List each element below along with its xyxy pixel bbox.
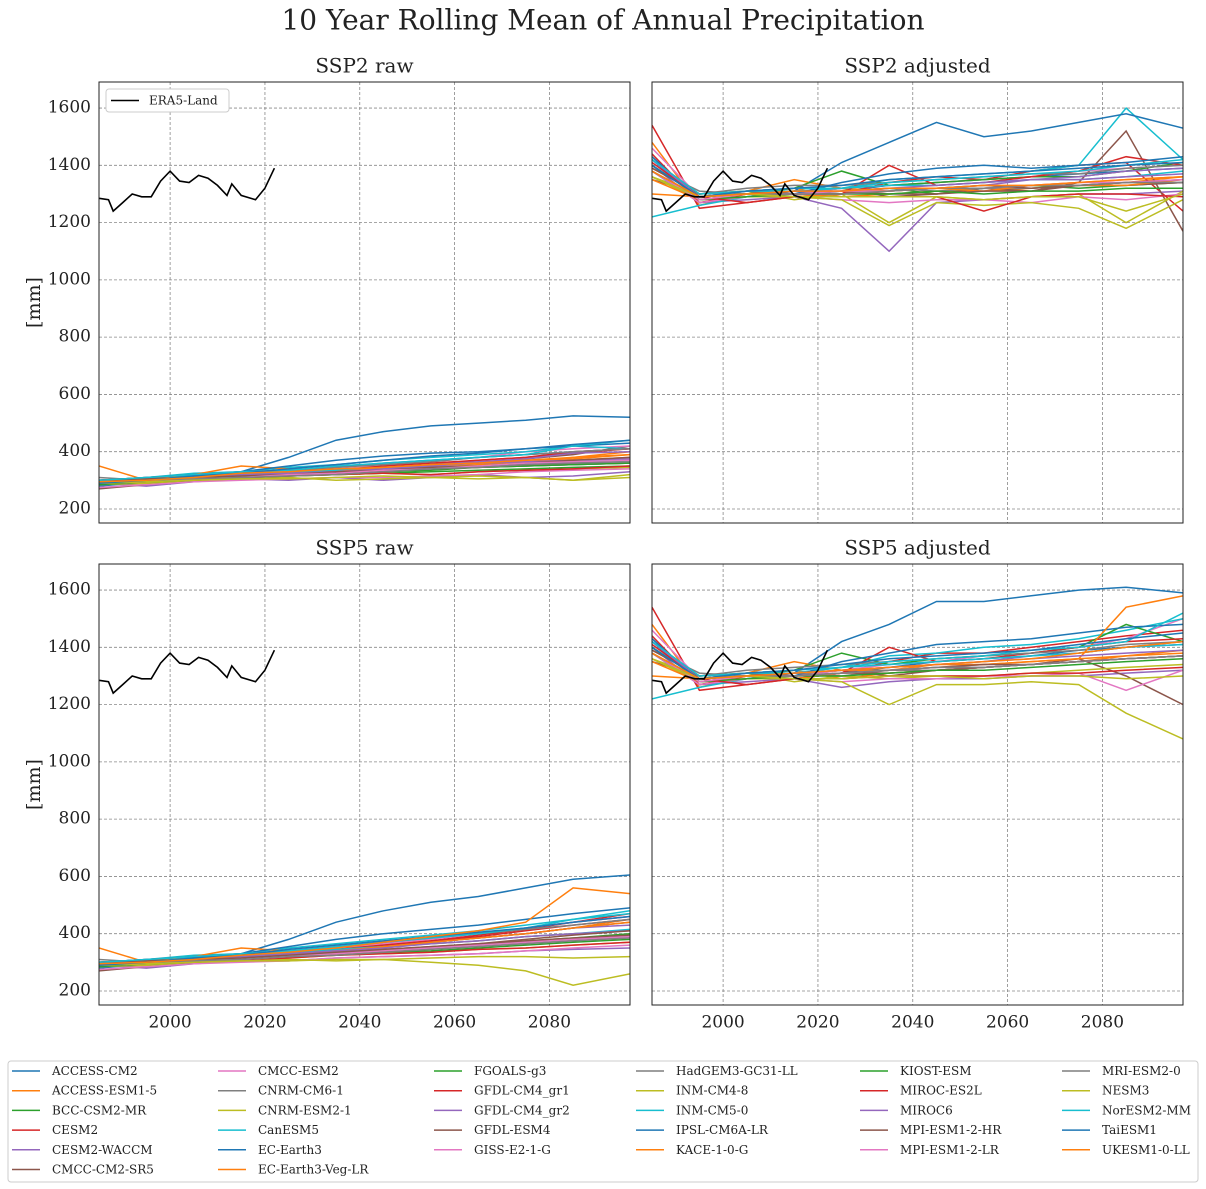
- x-tick-label: 2080: [1081, 1013, 1124, 1033]
- model-line: [99, 453, 630, 483]
- model-line: [99, 473, 630, 484]
- series-group: [99, 167, 630, 490]
- model-line: [99, 915, 630, 966]
- legend-label: ACCESS-ESM1-5: [51, 1084, 157, 1098]
- legend-box: [7, 1060, 1199, 1183]
- reference-line: [652, 649, 829, 695]
- series-group: [652, 107, 1183, 253]
- x-tick-label: 2020: [796, 1013, 839, 1033]
- y-tick-label: 1600: [48, 580, 91, 600]
- panel-title: SSP5 raw: [315, 536, 413, 560]
- model-line: [99, 439, 630, 484]
- y-tick-label: 1400: [48, 637, 91, 657]
- model-line: [99, 460, 630, 483]
- model-line: [652, 170, 1183, 198]
- legend-label: TaiESM1: [1102, 1123, 1157, 1137]
- model-line: [99, 958, 630, 986]
- model-line: [99, 937, 630, 965]
- legend-label: NESM3: [1102, 1084, 1149, 1098]
- reference-line: [99, 649, 276, 695]
- x-tick-label: 2000: [148, 1013, 191, 1033]
- y-axis-label: [mm]: [23, 759, 45, 810]
- y-tick-label: 1000: [48, 269, 91, 289]
- legend-label: EC-Earth3-Veg-LR: [258, 1163, 369, 1177]
- legend-label: CNRM-ESM2-1: [258, 1103, 352, 1117]
- legend-label: ACCESS-CM2: [51, 1064, 138, 1078]
- panel-title: SSP2 raw: [315, 54, 413, 78]
- legend-label: CESM2: [52, 1123, 98, 1137]
- x-tick-label: 2080: [528, 1013, 571, 1033]
- legend-label: IPSL-CM6A-LR: [676, 1123, 769, 1137]
- legend-label: EC-Earth3: [258, 1143, 322, 1157]
- y-tick-label: 1600: [48, 98, 91, 118]
- x-tick-label: 2000: [701, 1013, 744, 1033]
- legend-label: GFDL-CM4_gr2: [474, 1103, 570, 1117]
- legend-label: CNRM-CM6-1: [258, 1084, 344, 1098]
- legend-label: INM-CM5-0: [676, 1103, 748, 1117]
- y-tick-label: 800: [59, 327, 91, 347]
- x-tick-label: 2020: [243, 1013, 286, 1033]
- legend-label: CMCC-ESM2: [258, 1064, 339, 1078]
- legend-label: KACE-1-0-G: [676, 1143, 748, 1157]
- model-line: [99, 944, 630, 971]
- legend-label: MIROC-ES2L: [900, 1084, 982, 1098]
- plot-frame: [651, 563, 1184, 1006]
- x-tick-label: 2060: [986, 1013, 1029, 1033]
- legend-label: MRI-ESM2-0: [1102, 1064, 1181, 1078]
- model-line: [99, 439, 630, 482]
- y-tick-label: 1200: [48, 694, 91, 714]
- model-line: [652, 652, 1183, 683]
- y-tick-label: 1000: [48, 751, 91, 771]
- y-tick-label: 600: [59, 866, 91, 886]
- y-tick-label: 1200: [48, 212, 91, 232]
- legend-label: GFDL-ESM4: [474, 1123, 551, 1137]
- model-line: [99, 912, 630, 964]
- legend-label: HadGEM3-GC31-LL: [676, 1064, 798, 1078]
- model-line: [652, 170, 1183, 201]
- panel-title: SSP2 adjusted: [844, 54, 991, 78]
- y-tick-label: 400: [59, 923, 91, 943]
- legend-label: GFDL-CM4_gr1: [474, 1084, 570, 1098]
- reference-line: [99, 167, 276, 213]
- legend-box: [105, 88, 230, 113]
- x-tick-label: 2060: [433, 1013, 476, 1033]
- model-line: [652, 640, 1183, 680]
- legend-label: INM-CM4-8: [676, 1084, 748, 1098]
- legend-label: FGOALS-g3: [474, 1064, 546, 1078]
- model-line: [652, 161, 1183, 198]
- figure-title: 10 Year Rolling Mean of Annual Precipita…: [281, 4, 924, 37]
- y-tick-label: 800: [59, 809, 91, 829]
- legend-label: ERA5-Land: [149, 94, 218, 108]
- model-line: [652, 632, 1183, 680]
- legend-label: MPI-ESM1-2-LR: [900, 1143, 1000, 1157]
- legend-label: KIOST-ESM: [900, 1064, 972, 1078]
- legend-label: MIROC6: [900, 1103, 953, 1117]
- legend-label: NorESM2-MM: [1102, 1103, 1191, 1117]
- legend-label: BCC-CSM2-MR: [52, 1103, 147, 1117]
- plot-frame: [651, 81, 1184, 524]
- panel-title: SSP5 adjusted: [844, 536, 991, 560]
- y-tick-label: 200: [59, 498, 91, 518]
- model-line: [99, 887, 630, 965]
- legend-label: GISS-E2-1-G: [474, 1143, 551, 1157]
- y-tick-label: 600: [59, 384, 91, 404]
- reference-line: [652, 167, 829, 213]
- y-tick-label: 200: [59, 980, 91, 1000]
- series-group: [652, 586, 1183, 740]
- legend-label: CESM2-WACCM: [52, 1143, 153, 1157]
- legend-label: CanESM5: [258, 1123, 319, 1137]
- y-axis-label: [mm]: [23, 277, 45, 328]
- series-group: [99, 649, 630, 986]
- x-tick-label: 2040: [338, 1013, 381, 1033]
- x-tick-label: 2040: [891, 1013, 934, 1033]
- plot-frame: [98, 81, 631, 524]
- plot-frame: [98, 563, 631, 1006]
- legend-label: MPI-ESM1-2-HR: [900, 1123, 1002, 1137]
- legend-label: CMCC-CM2-SR5: [52, 1163, 154, 1177]
- legend-label: UKESM1-0-LL: [1102, 1143, 1190, 1157]
- y-tick-label: 400: [59, 441, 91, 461]
- y-tick-label: 1400: [48, 155, 91, 175]
